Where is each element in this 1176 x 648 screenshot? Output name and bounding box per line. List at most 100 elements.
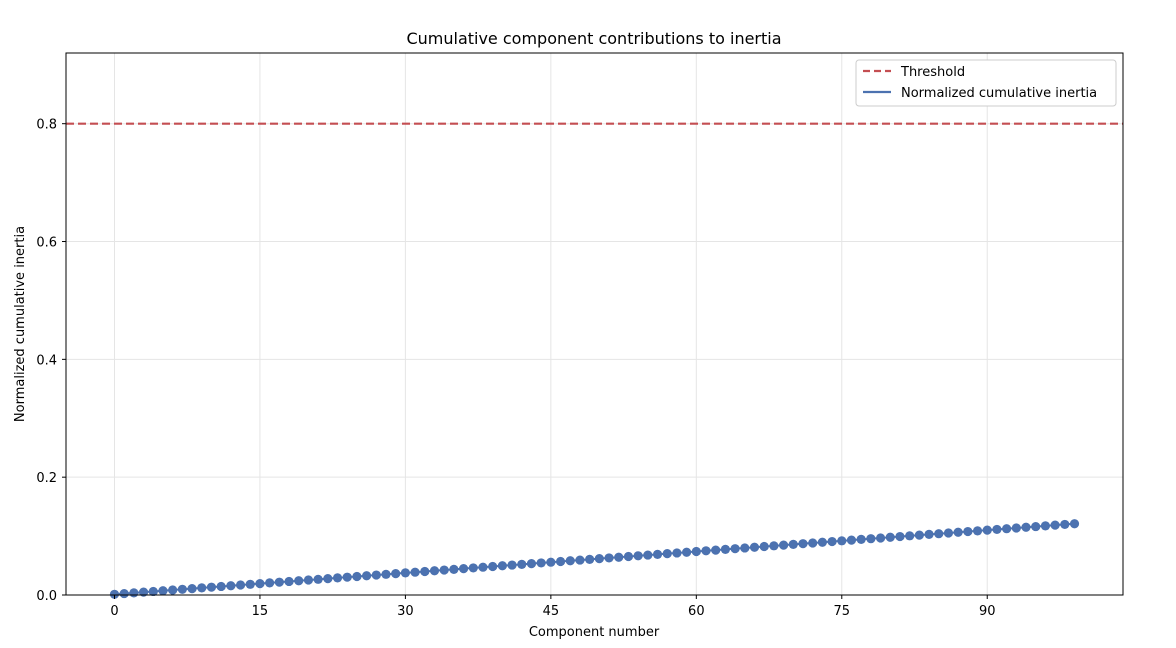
data-point [565, 556, 575, 566]
data-point [1011, 523, 1021, 533]
data-point [992, 524, 1002, 535]
data-point [837, 536, 847, 546]
y-tick-label: 0.2 [36, 471, 57, 486]
x-axis-label: Component number [529, 625, 660, 640]
legend: Threshold Normalized cumulative inertia [855, 59, 1117, 107]
data-point [817, 537, 827, 547]
data-point [788, 539, 798, 549]
y-tick-label: 0.6 [36, 236, 57, 251]
data-point [265, 578, 275, 588]
data-point [352, 571, 362, 582]
data-point [119, 588, 129, 599]
data-point [274, 577, 284, 587]
data-point [905, 531, 915, 541]
data-point [410, 567, 420, 577]
data-point [672, 548, 682, 558]
data-point [546, 557, 556, 567]
data-point [284, 576, 294, 587]
data-point [226, 581, 236, 591]
data-point [633, 551, 643, 561]
data-point [963, 526, 973, 537]
data-point [895, 531, 905, 542]
data-point [303, 575, 314, 585]
plot-frame [65, 52, 1124, 596]
y-axis-ticks: 0.0 0.2 0.4 0.6 0.8 [36, 118, 66, 604]
data-point [555, 556, 566, 567]
data-point [1069, 519, 1080, 529]
data-point [652, 549, 663, 559]
data-point [982, 525, 992, 535]
data-point [866, 534, 876, 544]
data-point [148, 586, 158, 597]
data-point [846, 535, 857, 545]
data-point [468, 563, 478, 573]
y-tick-label: 0.0 [36, 589, 57, 604]
x-axis-ticks: 0 15 30 45 60 75 90 [110, 595, 996, 619]
series-line [114, 522, 1075, 596]
data-point [885, 532, 895, 542]
data-point [643, 550, 653, 560]
data-point [158, 586, 168, 596]
data-point [914, 530, 924, 540]
data-point [943, 528, 954, 538]
x-tick-label: 15 [252, 604, 269, 619]
data-point [740, 543, 750, 553]
data-point [478, 562, 488, 572]
y-axis-label: Normalized cumulative inertia [13, 226, 28, 422]
data-point [420, 566, 430, 577]
data-point [449, 564, 459, 574]
data-point [216, 581, 226, 592]
data-point [720, 544, 731, 554]
data-point [1050, 520, 1060, 530]
data-point [429, 566, 440, 576]
data-point [924, 529, 934, 540]
legend-series-label: Normalized cumulative inertia [901, 86, 1097, 101]
data-point [294, 576, 304, 586]
data-point [585, 554, 595, 564]
data-point [856, 534, 866, 544]
data-point [614, 552, 624, 562]
data-point [808, 538, 818, 548]
data-point [711, 545, 721, 555]
data-point [730, 544, 740, 554]
data-point [439, 565, 449, 575]
data-point [701, 546, 711, 556]
data-point [536, 558, 546, 568]
data-point [323, 574, 333, 584]
data-point [177, 584, 187, 594]
legend-threshold-label: Threshold [900, 65, 965, 80]
data-point [362, 571, 372, 581]
data-point [342, 572, 352, 582]
data-point [507, 560, 517, 570]
data-point [206, 582, 217, 592]
data-point [778, 540, 789, 550]
data-point [759, 541, 769, 552]
data-point [1040, 521, 1051, 531]
data-point [972, 526, 983, 536]
data-point [769, 541, 779, 551]
data-point [623, 551, 634, 562]
data-point [187, 583, 197, 594]
data-point [497, 561, 507, 571]
data-point [245, 579, 255, 589]
data-point [1021, 522, 1031, 532]
y-tick-label: 0.8 [36, 118, 57, 133]
data-point [749, 542, 760, 552]
x-tick-label: 75 [834, 604, 851, 619]
x-tick-label: 0 [110, 604, 118, 619]
data-point [682, 547, 692, 557]
data-point [517, 559, 527, 569]
data-point [662, 549, 672, 559]
data-point [168, 585, 178, 595]
series-layer [109, 519, 1080, 599]
data-point [197, 583, 207, 593]
data-point [332, 573, 343, 583]
data-point [798, 539, 808, 549]
data-point [313, 574, 323, 584]
data-point [691, 546, 701, 557]
x-tick-label: 45 [543, 604, 560, 619]
grid [66, 53, 1123, 596]
data-point [129, 588, 139, 598]
data-point [458, 564, 469, 574]
